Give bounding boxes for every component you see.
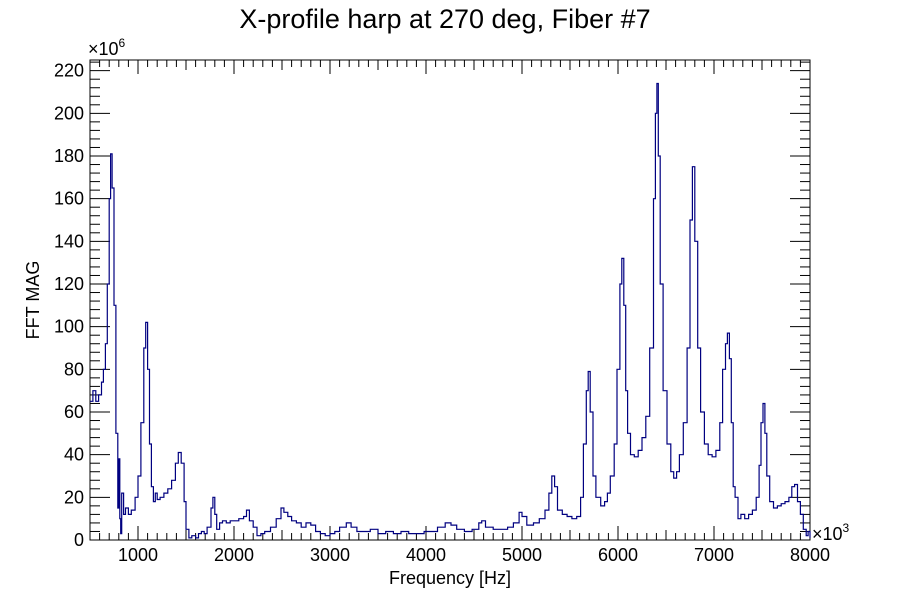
y-tick-label: 80 <box>64 359 84 379</box>
y-tick-label: 220 <box>54 61 84 81</box>
series-group <box>90 82 811 539</box>
y-tick-label: 40 <box>64 445 84 465</box>
x-tick-label: 8000 <box>790 545 830 565</box>
y-axis: 0 20 40 60 80 100 120 140 160 180 200 220 <box>54 61 810 550</box>
y-tick-label: 60 <box>64 402 84 422</box>
y-axis-multiplier: ×106 <box>88 36 126 59</box>
x-tick-label: 6000 <box>598 545 638 565</box>
y-tick-label: 200 <box>54 103 84 123</box>
x-tick-label: 2000 <box>214 545 254 565</box>
y-axis-label: FFT MAG <box>23 261 43 340</box>
chart-title: X-profile harp at 270 deg, Fiber #7 <box>239 4 650 34</box>
x-tick-label: 4000 <box>406 545 446 565</box>
plot-frame <box>89 59 811 541</box>
plot-frame-rect <box>89 59 811 541</box>
x-tick-label: 5000 <box>502 545 542 565</box>
y-tick-label: 0 <box>74 530 84 550</box>
y-tick-label: 120 <box>54 274 84 294</box>
y-tick-label: 180 <box>54 146 84 166</box>
x-tick-label: 1000 <box>118 545 158 565</box>
x-axis-label: Frequency [Hz] <box>389 568 511 588</box>
x-axis-multiplier: ×103 <box>812 521 850 544</box>
y-tick-label: 20 <box>64 487 84 507</box>
fft-series-line <box>90 82 811 539</box>
y-tick-label: 100 <box>54 317 84 337</box>
x-tick-label: 7000 <box>694 545 734 565</box>
y-tick-label: 140 <box>54 231 84 251</box>
x-tick-label: 3000 <box>310 545 350 565</box>
y-tick-label: 160 <box>54 189 84 209</box>
x-axis: 1000 2000 3000 4000 5000 6000 7000 8000 <box>99 60 830 565</box>
